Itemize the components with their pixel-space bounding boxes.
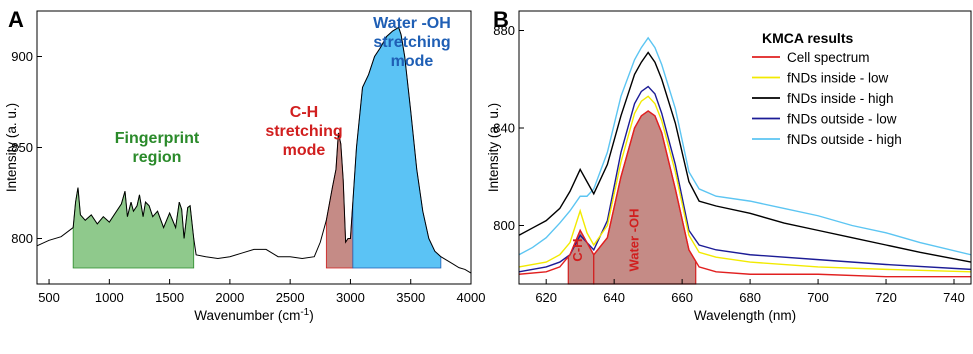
legend-entry: fNDs inside - low <box>787 71 889 86</box>
panel-b: B C-H Water -OH 620 640 660 680 700 720 740 800… <box>486 7 972 323</box>
region-label-2: mode <box>391 53 434 70</box>
region-label-1: stretching <box>265 123 342 140</box>
series-line <box>518 36 972 256</box>
series-line <box>518 110 971 278</box>
panel-a-y-axis-title: Intensity (a. u.) <box>4 103 19 192</box>
series-line <box>518 85 972 273</box>
panel-a: A Fingerprint region C-H stretching mode Wate… <box>4 7 485 323</box>
y-tick-label: 800 <box>493 218 515 233</box>
region-label-1: C-H <box>290 104 318 121</box>
x-tick-label: 640 <box>603 290 625 305</box>
panel-letter-a: A <box>8 7 24 32</box>
x-tick-label: 2500 <box>276 290 305 305</box>
y-tick-label: 840 <box>493 121 515 136</box>
panel-b-y-axis-title: Intensity (a. u.) <box>486 103 501 192</box>
panel-a-x-ticks: 500 1000 1500 2000 2500 3000 3500 4000 <box>38 279 485 305</box>
x-tick-label: 660 <box>671 290 693 305</box>
panel-a-regions <box>72 26 442 269</box>
region-label-0: Fingerprint <box>115 130 200 147</box>
panel-a-x-axis-unit: cm <box>282 308 300 323</box>
series-line <box>518 95 972 273</box>
panel-b-region-labels: C-H Water -OH <box>570 208 642 271</box>
region-label-2: Water -OH <box>373 15 451 32</box>
y-tick-label: 800 <box>11 231 33 246</box>
region-label-1: mode <box>283 142 326 159</box>
x-tick-label: 680 <box>739 290 761 305</box>
x-tick-label: 620 <box>535 290 557 305</box>
x-tick-label: 740 <box>943 290 965 305</box>
panel-a-region-labels: Fingerprint region C-H stretching mode Water … <box>115 15 451 166</box>
region-label-2: stretching <box>373 34 450 51</box>
legend-entry: fNDs inside - high <box>787 91 894 106</box>
x-tick-label: 500 <box>38 290 60 305</box>
panel-b-x-ticks: 620 640 660 680 700 720 740 <box>535 279 965 305</box>
x-tick-label: 4000 <box>457 290 486 305</box>
legend-entry: fNDs outside - low <box>787 112 897 127</box>
x-tick-label: 1000 <box>95 290 124 305</box>
y-tick-label: 850 <box>11 140 33 155</box>
series-line <box>518 51 972 263</box>
x-tick-label: 1500 <box>155 290 184 305</box>
x-tick-label: 3500 <box>396 290 425 305</box>
panel-letter-b: B <box>493 7 509 32</box>
panel-a-x-axis-title: Wavenumber (cm-1) <box>194 307 313 323</box>
region-label-0: C-H <box>570 238 585 261</box>
panel-b-legend: KMCA results Cell spectrum fNDs inside - … <box>752 30 902 147</box>
region-label-1: Water -OH <box>627 208 642 271</box>
x-tick-label: 2000 <box>215 290 244 305</box>
x-tick-label: 3000 <box>336 290 365 305</box>
y-tick-label: 880 <box>493 23 515 38</box>
legend-entry: fNDs outside - high <box>787 132 902 147</box>
panel-b-y-ticks: 800 840 880 <box>493 23 524 233</box>
panel-b-series-lines <box>518 36 972 278</box>
panel-b-x-axis-title: Wavelength (nm) <box>694 308 796 323</box>
y-tick-label: 900 <box>11 49 33 64</box>
panel-a-y-ticks: 800 850 900 <box>11 49 42 246</box>
x-tick-label: 720 <box>875 290 897 305</box>
legend-entry: Cell spectrum <box>787 50 870 65</box>
panel-a-spectrum-line <box>36 26 472 274</box>
panel-b-plot-frame <box>518 10 972 285</box>
x-tick-label: 700 <box>807 290 829 305</box>
region-label-0: region <box>133 149 182 166</box>
panel-a-x-axis-label: Wavenumber <box>194 308 274 323</box>
legend-title: KMCA results <box>762 30 853 46</box>
panel-a-x-axis-unit-exponent: -1 <box>300 307 309 318</box>
